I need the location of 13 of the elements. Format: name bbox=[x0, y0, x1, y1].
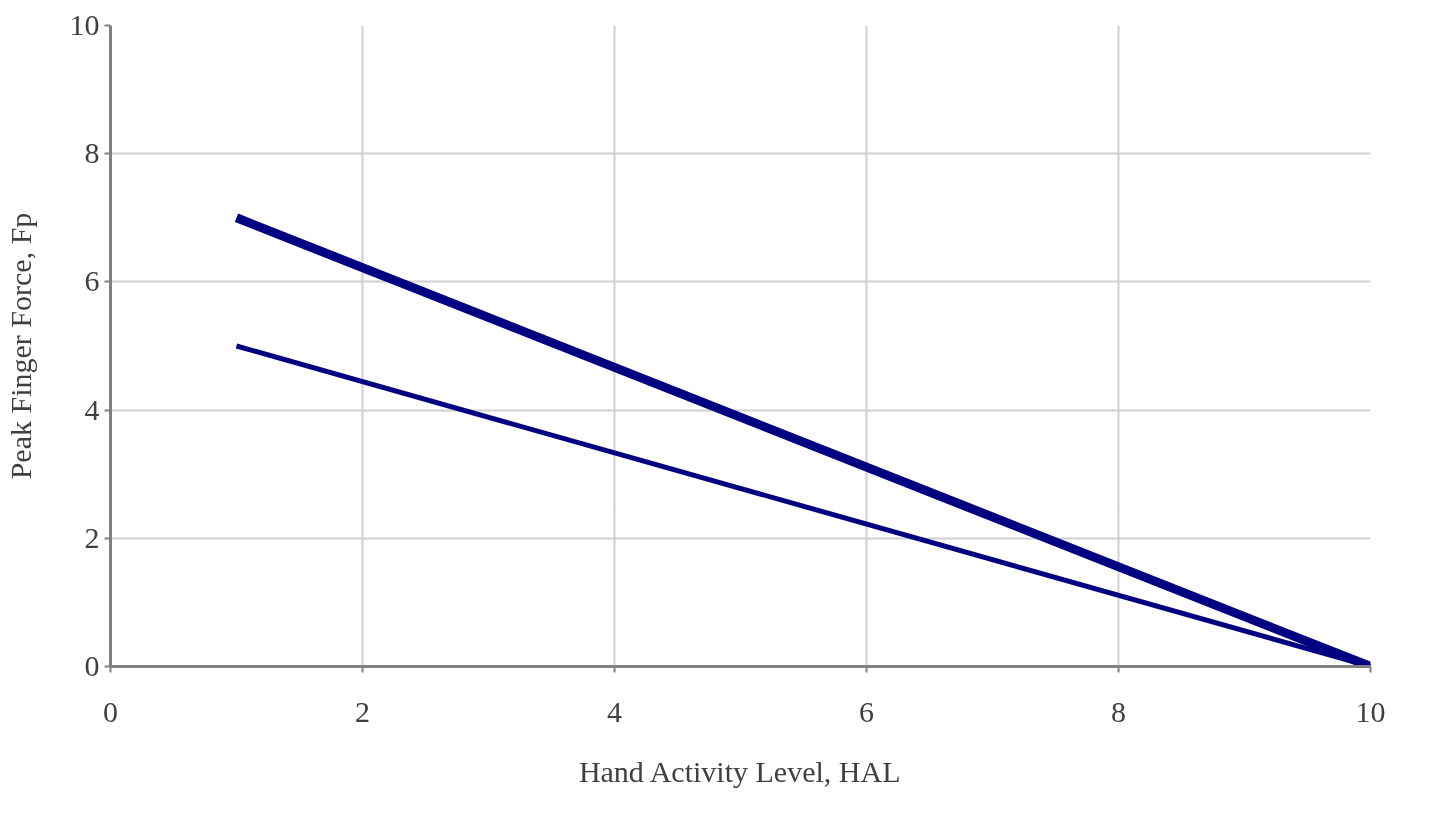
y-tick-label: 6 bbox=[84, 264, 100, 298]
x-tick-label: 2 bbox=[355, 694, 370, 728]
y-axis-title: Peak Finger Force, Fp bbox=[3, 212, 37, 480]
y-tick-label: 0 bbox=[84, 649, 100, 682]
x-tick-label: 10 bbox=[1355, 694, 1386, 728]
x-axis-title: Hand Activity Level, HAL bbox=[578, 754, 901, 788]
x-tick-label: 8 bbox=[1111, 694, 1126, 728]
x-tick-label: 4 bbox=[607, 694, 622, 728]
y-tick-label: 2 bbox=[84, 520, 100, 554]
y-tick-label: 8 bbox=[84, 136, 100, 170]
y-tick-label: 10 bbox=[69, 8, 100, 41]
y-tick-label: 4 bbox=[84, 392, 100, 426]
x-tick-label: 6 bbox=[859, 694, 874, 728]
